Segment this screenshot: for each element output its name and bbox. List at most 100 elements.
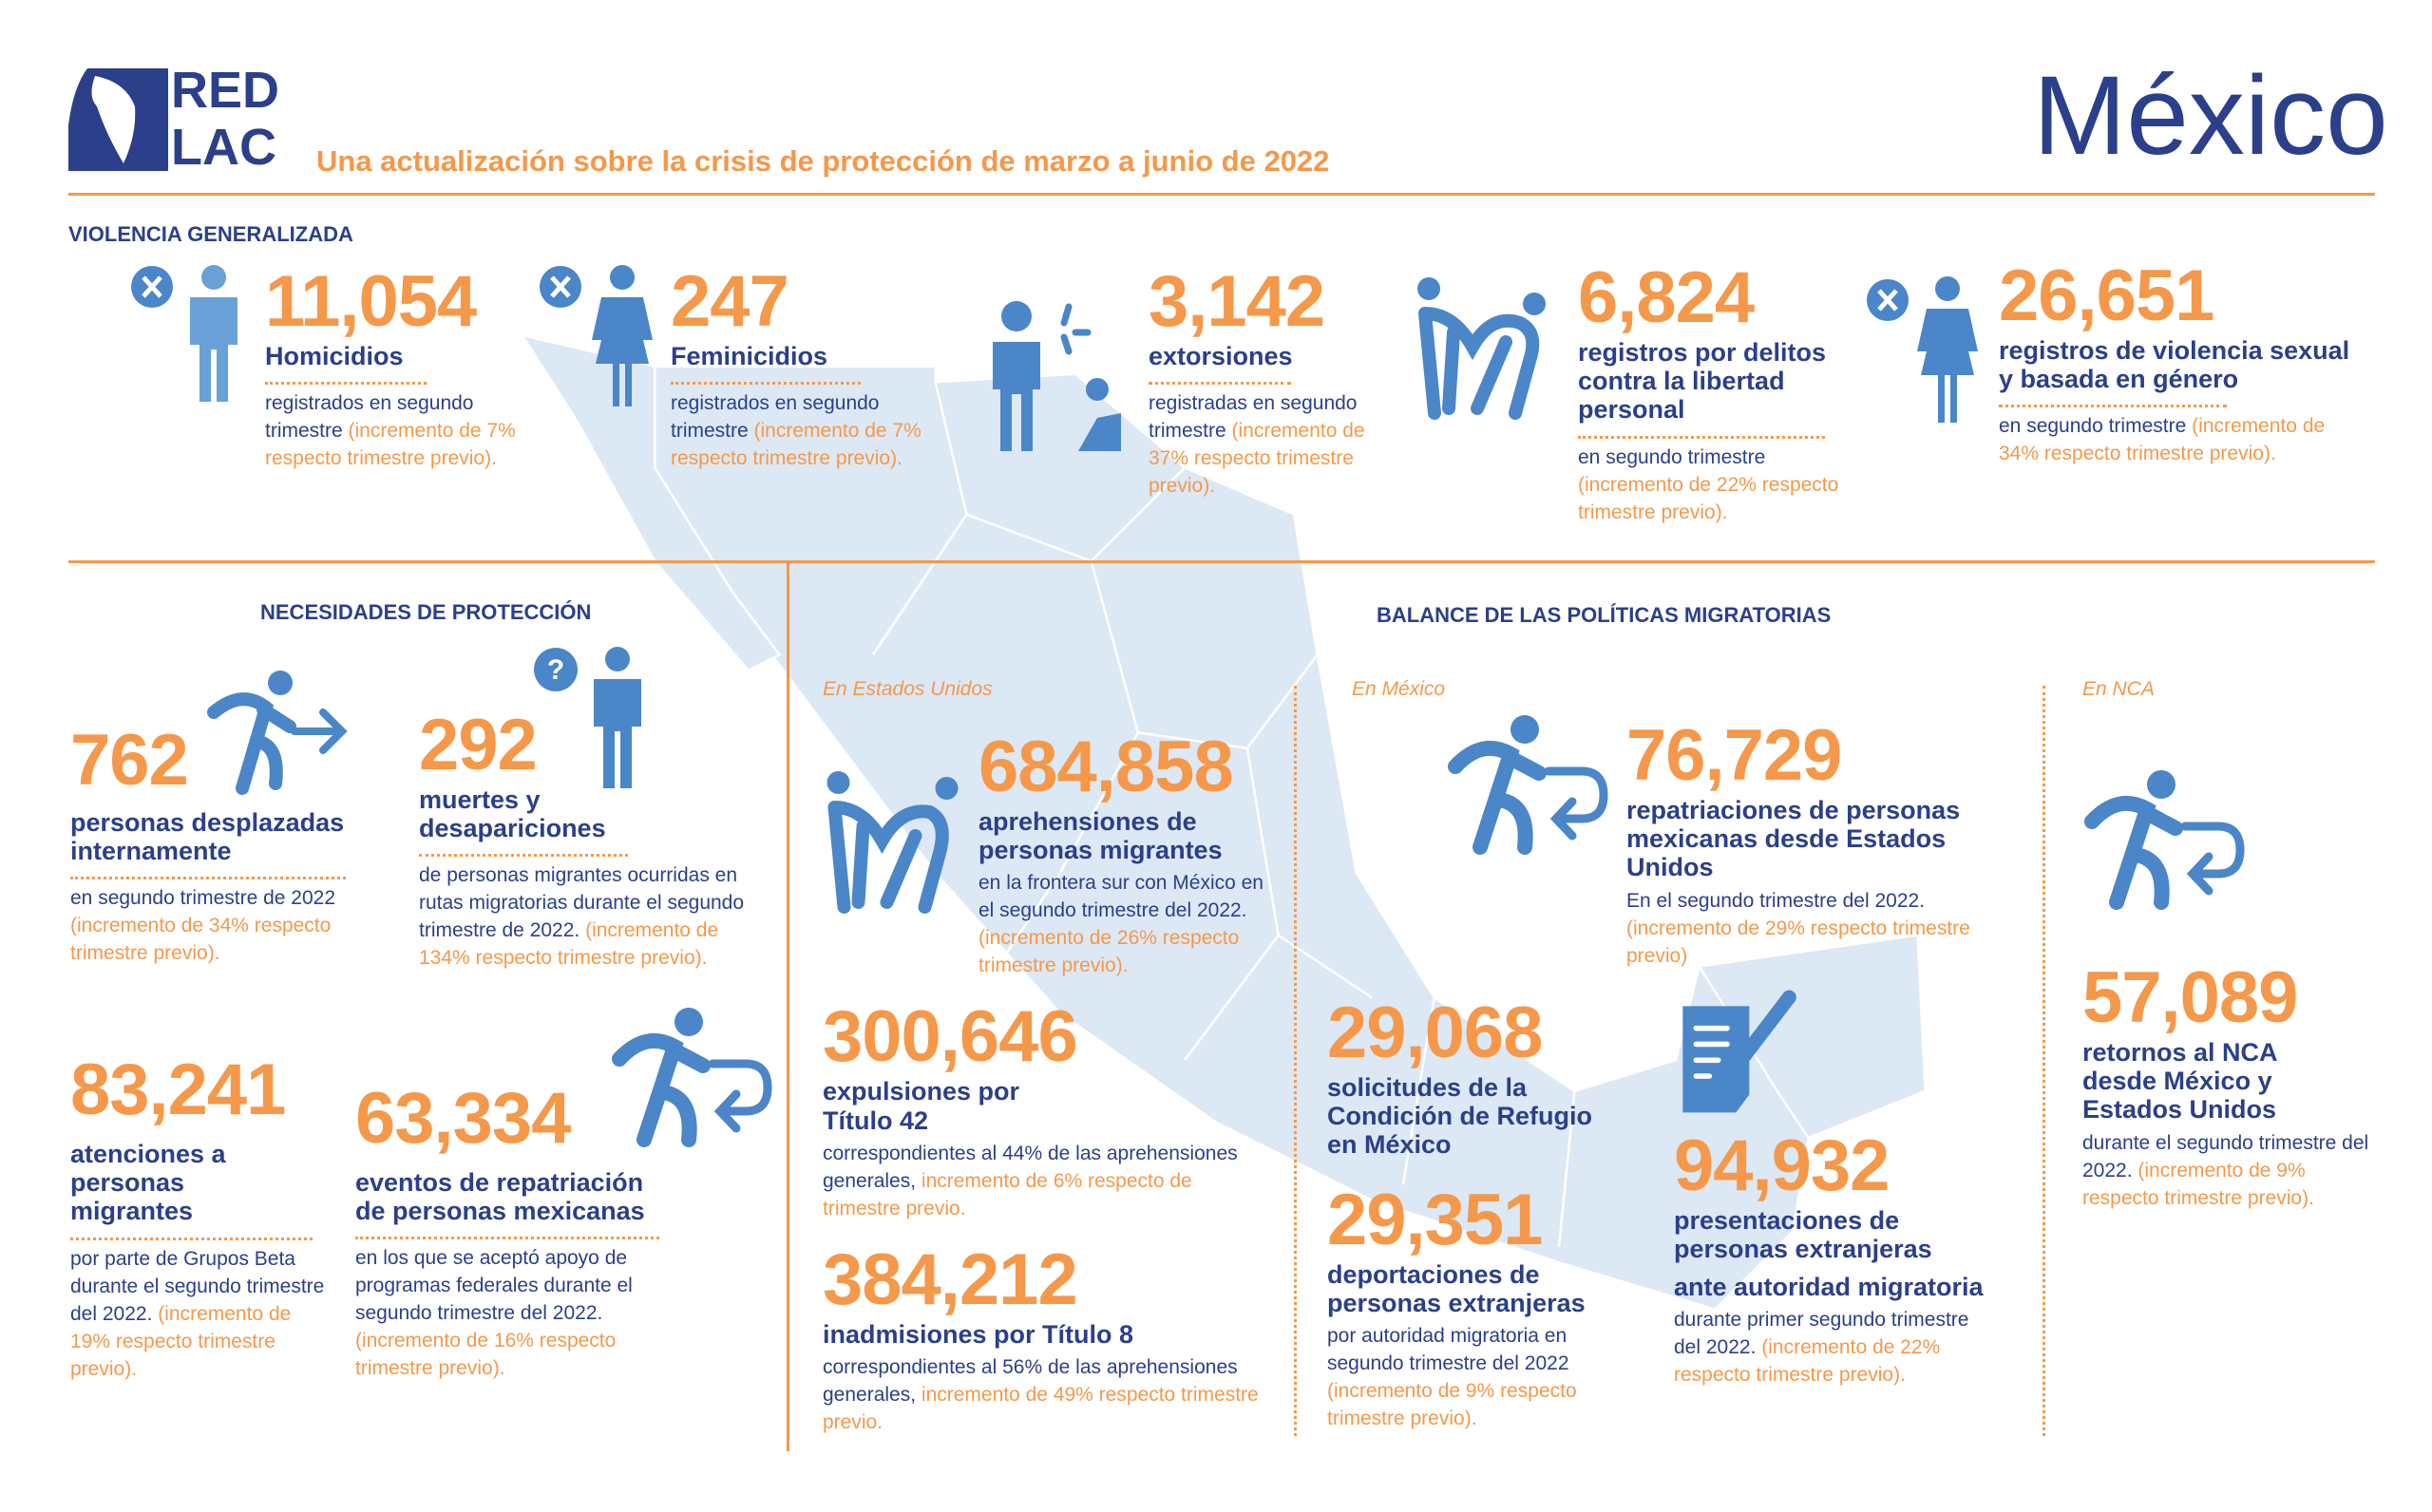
stat-violencia-homicidios: 11,054 Homicidios registrados en segundo… <box>265 266 522 473</box>
stat-block: 6,824 registros por delitos contra la li… <box>1578 262 1858 527</box>
return-person-icon <box>612 1008 772 1147</box>
mexico-left-column: 29,068 solicitudes de la Condición de Re… <box>1327 997 1612 1433</box>
desc-text: en segundo trimestre de 2022 <box>70 887 336 910</box>
desc-increase: (incremento de 22% respecto trimestre pr… <box>1578 473 1839 523</box>
stat-number: 29,068 <box>1327 992 1543 1073</box>
stat-label: atenciones a personas migrantes <box>70 1140 226 1226</box>
desc-text: en la frontera sur con México en el segu… <box>978 872 1264 922</box>
stat-description: En el segundo trimestre del 2022. (incre… <box>1626 888 1978 971</box>
section-title-necesidades: NECESIDADES DE PROTECCIÓN <box>260 600 592 624</box>
missing-person-icon: ? <box>534 647 641 788</box>
stat-block: 26,651 registros de violencia sexual y b… <box>1999 260 2369 468</box>
stat-presentaciones: 94,932 presentaciones de personas extran… <box>1674 1125 2025 1390</box>
stat-description: de personas migrantes ocurridas en rutas… <box>419 862 751 973</box>
stat-label-secondary: ante autoridad migratoria <box>1674 1273 1984 1302</box>
stat-violencia-sexual: 26,651 registros de violencia sexual y b… <box>1999 260 2369 468</box>
stat-label: presentaciones de personas extranjeras <box>1674 1205 1932 1263</box>
desc-increase: (incremento de 34% respecto trimestre pr… <box>1999 415 2326 465</box>
dotted-divider <box>70 1237 313 1240</box>
logo-text-lac: LAC <box>171 119 276 176</box>
stat-repatriacion-eventos: 63,334 eventos de repatriación de person… <box>355 1083 754 1383</box>
stat-block: 762 personas desplazadas internamente en… <box>70 725 393 968</box>
stat-description: por autoridad migratoria en segundo trim… <box>1327 1323 1612 1433</box>
woman-x-icon <box>1867 276 1978 423</box>
country-title: México <box>2033 53 2388 179</box>
document-pen-icon <box>1682 990 1796 1112</box>
subsection-mexico: En México <box>1352 678 1446 700</box>
stat-description: durante el segundo trimestre del 2022. (… <box>2082 1130 2377 1213</box>
stat-label: registros por delitos contra la libertad… <box>1578 338 1827 425</box>
desc-text: en segundo trimestre <box>1999 415 2193 438</box>
stat-label: muertes y desapariciones <box>419 785 606 843</box>
column-divider <box>787 560 789 1451</box>
desc-text: registrados en segundo trimestre <box>671 392 880 443</box>
stat-label: repatriaciones de personas mexicanas des… <box>1626 796 1961 882</box>
desc-increase: (incremento de 9% respecto trimestre pre… <box>1327 1380 1577 1430</box>
desc-increase: (incremento de 37% respecto trimestre pr… <box>1149 420 1365 498</box>
stat-deportaciones: 29,351 deportaciones de personas extranj… <box>1327 1179 1612 1433</box>
stat-retornos: 57,089 retornos al NCA desde México y Es… <box>2082 962 2377 1213</box>
stat-description: registrados en segundo trimestre (increm… <box>265 390 522 473</box>
stat-description: durante primer segundo trimestre del 202… <box>1674 1307 1997 1389</box>
stat-description: en los que se aceptó apoyo de programas … <box>355 1245 678 1383</box>
stat-description: en segundo trimestre (incremento de 34% … <box>1999 413 2369 468</box>
stat-label: extorsiones <box>1149 342 1293 370</box>
stat-number: 29,351 <box>1327 1179 1543 1260</box>
stat-block: 292 muertes y desapariciones de personas… <box>419 709 751 973</box>
stat-label: aprehensiones de personas migrantes <box>978 807 1223 865</box>
desc-increase: (incremento de 29% respecto trimestre pr… <box>1626 917 1970 967</box>
stat-number: 26,651 <box>1999 255 2214 336</box>
stat-number: 762 <box>70 720 189 801</box>
nca-column: 57,089 retornos al NCA desde México y Es… <box>2082 962 2377 1213</box>
section-divider <box>68 560 2375 563</box>
return-person-icon <box>2084 770 2245 910</box>
desc-increase: (incremento de 134% respecto trimestre p… <box>419 919 719 970</box>
stat-label: deportaciones de personas extranjeras <box>1327 1259 1586 1317</box>
stat-violencia-libertad: 6,824 registros por delitos contra la li… <box>1578 262 1858 527</box>
stat-number: 57,089 <box>2082 957 2298 1038</box>
dotted-divider <box>419 854 628 858</box>
stat-description: registradas en segundo trimestre (increm… <box>1149 390 1386 501</box>
desc-text: por autoridad migratoria en segundo trim… <box>1327 1325 1569 1375</box>
stat-block: 11,054 Homicidios registrados en segundo… <box>265 266 522 473</box>
stat-number: 292 <box>419 705 538 785</box>
stat-label: eventos de repatriación de personas mexi… <box>355 1168 645 1226</box>
desc-text: En el segundo trimestre del 2022. <box>1626 889 1926 912</box>
desc-text: registradas en segundo trimestre <box>1149 392 1358 443</box>
desc-increase: (incremento de 7% respecto trimestre pre… <box>265 420 516 470</box>
dotted-column-divider <box>1294 686 1297 1436</box>
extortion-icon <box>993 301 1121 451</box>
stat-atenciones: 83,241 atenciones a personas migrantes p… <box>70 1054 336 1384</box>
stat-number: 384,212 <box>823 1238 1078 1320</box>
stat-expulsiones: 300,646 expulsiones por Título 42 corres… <box>823 1001 1269 1222</box>
dotted-divider <box>70 877 346 880</box>
stat-number: 76,729 <box>1626 715 1842 796</box>
stat-label: inadmisiones por Título 8 <box>823 1319 1134 1349</box>
desc-increase: (incremento de 16% respecto trimestre pr… <box>355 1330 617 1380</box>
stat-number: 247 <box>671 261 789 342</box>
globe-americas-icon <box>68 68 168 171</box>
stat-muertes: 292 muertes y desapariciones de personas… <box>419 709 751 973</box>
dotted-divider <box>671 382 861 386</box>
person-x-icon <box>131 265 238 402</box>
stat-label: retornos al NCA desde México y Estados U… <box>2082 1038 2277 1125</box>
desc-text: de personas migrantes ocurridas en rutas… <box>419 864 745 942</box>
stat-solicitudes-refugio: 29,068 solicitudes de la Condición de Re… <box>1327 997 1612 1160</box>
subsection-us: En Estados Unidos <box>823 678 993 700</box>
stat-label: Homicidios <box>265 342 404 370</box>
desc-text: en los que se aceptó apoyo de programas … <box>355 1247 633 1325</box>
svg-text:?: ? <box>547 654 564 686</box>
dotted-column-divider <box>2042 686 2045 1436</box>
stat-violencia-feminicidios: 247 Feminicidios registrados en segundo … <box>671 266 922 473</box>
stat-inadmisiones: 384,212 inadmisiones por Título 8 corres… <box>823 1238 1269 1437</box>
stat-block: 63,334 eventos de repatriación de person… <box>355 1083 754 1383</box>
section-title-violencia: VIOLENCIA GENERALIZADA <box>68 222 353 246</box>
stat-description: en segundo trimestre de 2022 (incremento… <box>70 885 393 968</box>
redlac-logo: RED LAC <box>68 65 292 179</box>
stat-number: 6,824 <box>1578 257 1755 338</box>
stat-block: 3,142 extorsiones registradas en segundo… <box>1149 266 1386 501</box>
stat-number: 94,932 <box>1674 1125 1890 1206</box>
kidnapping-icon <box>1417 277 1546 420</box>
stat-description: en la frontera sur con México en el segu… <box>978 870 1268 980</box>
subsection-nca: En NCA <box>2082 678 2155 700</box>
